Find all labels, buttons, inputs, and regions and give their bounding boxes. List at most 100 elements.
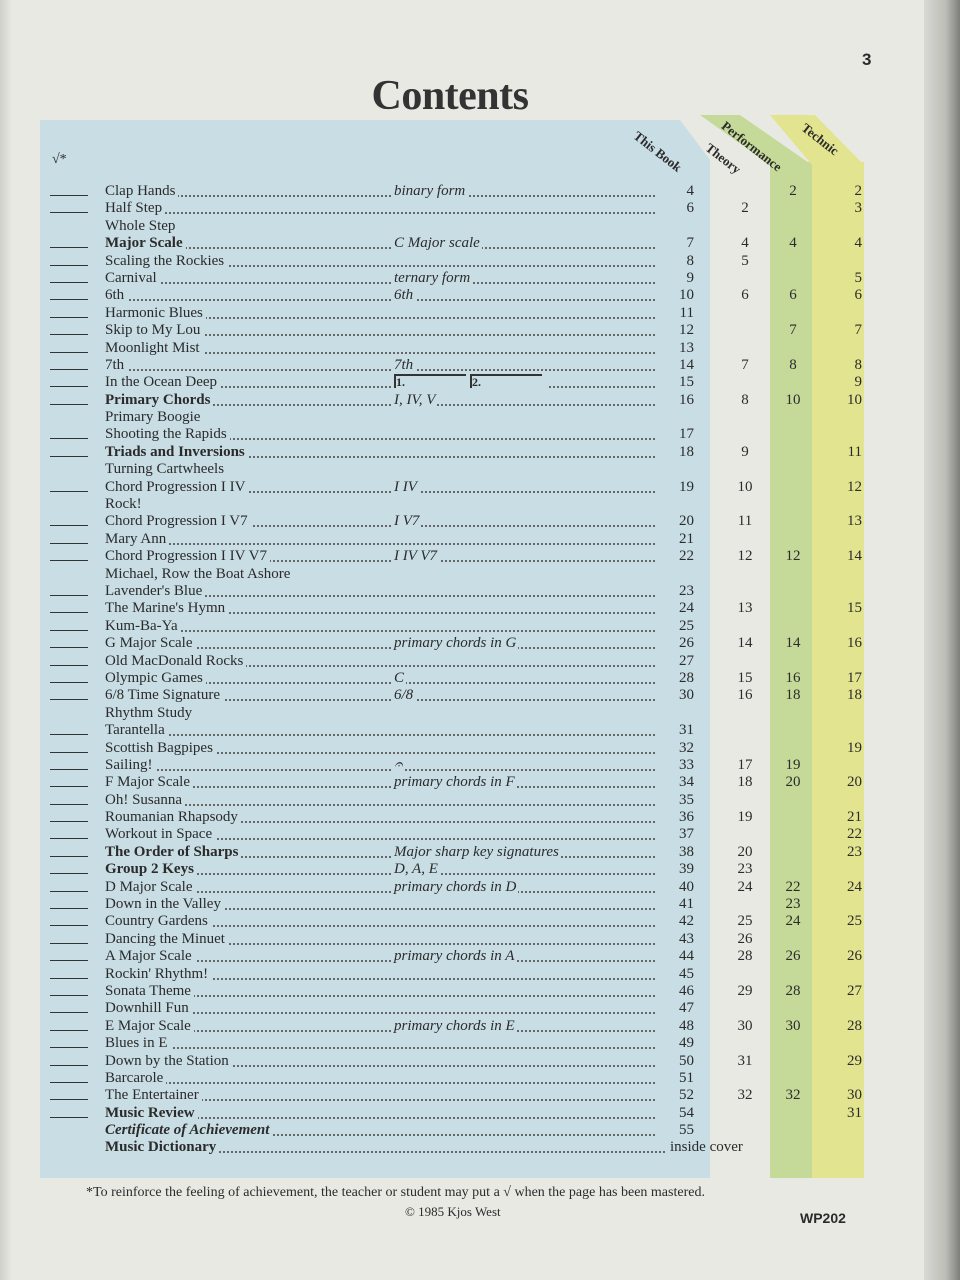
contents-row: Workout in Space 37 22 xyxy=(0,826,960,844)
checkoff-blank[interactable] xyxy=(50,873,88,875)
checkoff-blank[interactable] xyxy=(50,438,88,440)
checkoff-blank[interactable] xyxy=(50,455,88,457)
contents-row: Major Scale C Major scale 7 4 4 4 xyxy=(0,235,960,253)
contents-row: Blues in E 49 xyxy=(0,1035,960,1053)
entry-title: Skip to My Lou xyxy=(105,322,204,340)
checkoff-blank[interactable] xyxy=(50,264,88,266)
checkoff-blank[interactable] xyxy=(50,525,88,527)
dot-leader xyxy=(110,681,655,684)
dot-leader xyxy=(110,803,655,806)
checkoff-blank[interactable] xyxy=(50,560,88,562)
page-technic: 17 xyxy=(847,669,862,686)
dot-leader xyxy=(110,195,655,197)
contents-row: Primary Boogie xyxy=(0,409,960,427)
page-this-book: 35 xyxy=(679,791,694,808)
page-this-book: 42 xyxy=(679,913,694,930)
checkoff-blank[interactable] xyxy=(50,1081,88,1083)
dot-leader xyxy=(110,490,655,493)
checkoff-blank[interactable] xyxy=(50,977,88,979)
checkoff-blank[interactable] xyxy=(50,490,88,492)
entry-title: Scottish Bagpipes xyxy=(105,739,216,757)
page-this-book: 39 xyxy=(679,861,694,878)
checkoff-blank[interactable] xyxy=(50,542,88,544)
checkoff-blank[interactable] xyxy=(50,195,88,196)
checkoff-blank[interactable] xyxy=(50,838,88,840)
checkoff-blank[interactable] xyxy=(50,368,88,370)
contents-row: 6/8 Time Signature 6/8 30 16 18 18 xyxy=(0,687,960,705)
checkoff-blank[interactable] xyxy=(50,351,88,353)
contents-row: D Major Scale primary chords in D 40 24 22 24 xyxy=(0,878,960,897)
checkoff-blank[interactable] xyxy=(50,299,88,301)
checkoff-blank[interactable] xyxy=(50,386,88,388)
checkoff-blank[interactable] xyxy=(50,699,88,701)
checkoff-blank[interactable] xyxy=(50,1099,88,1101)
dot-leader xyxy=(110,212,655,215)
contents-row: 6th 6th 10 6 6 6 xyxy=(0,287,960,305)
checkoff-blank[interactable] xyxy=(50,768,88,770)
checkoff-blank[interactable] xyxy=(50,821,88,823)
checkoff-blank[interactable] xyxy=(50,925,88,927)
entry-topic: primary chords in A xyxy=(392,948,517,966)
checkoff-blank[interactable] xyxy=(50,1012,88,1014)
contents-row: Music Dictionary inside cover xyxy=(0,1139,960,1157)
page-this-book: 11 xyxy=(679,304,694,321)
page-this-book: 38 xyxy=(679,843,694,860)
page-this-book: 6 xyxy=(686,200,695,217)
page-theory: 10 xyxy=(737,478,753,495)
dot-leader xyxy=(110,386,655,389)
checkoff-blank[interactable] xyxy=(50,786,88,788)
checkoff-blank[interactable] xyxy=(50,734,88,736)
page-title: Contents xyxy=(371,73,529,119)
page-performance: 7 xyxy=(789,322,797,339)
page-this-book: 10 xyxy=(679,287,694,304)
entry-title: Music Dictionary xyxy=(105,1139,220,1157)
checkoff-blank[interactable] xyxy=(50,681,88,683)
dot-leader xyxy=(110,542,655,545)
page-this-book: 28 xyxy=(679,669,694,686)
checkoff-blank[interactable] xyxy=(50,612,88,614)
checkoff-blank[interactable] xyxy=(50,647,88,649)
entry-title: 6/8 Time Signature xyxy=(105,687,224,705)
checkoff-blank[interactable] xyxy=(50,247,88,249)
checkoff-blank[interactable] xyxy=(50,890,88,892)
checkoff-blank[interactable] xyxy=(50,751,88,753)
checkoff-blank[interactable] xyxy=(50,960,88,962)
checkoff-blank[interactable] xyxy=(50,1047,88,1049)
entry-title: Sailing! xyxy=(105,756,156,775)
page-technic: 6 xyxy=(854,287,863,304)
entry-title: Primary Boogie xyxy=(105,409,204,427)
page-this-book: 18 xyxy=(679,443,694,460)
page-this-book: 30 xyxy=(679,687,694,704)
entry-title: A Major Scale xyxy=(105,948,195,966)
entry-title: Shooting the Rapids xyxy=(105,426,230,444)
checkoff-blank[interactable] xyxy=(50,994,88,996)
checkoff-blank[interactable] xyxy=(50,403,88,405)
checkoff-blank[interactable] xyxy=(50,594,88,596)
page-technic: 16 xyxy=(847,635,862,652)
checkoff-blank[interactable] xyxy=(50,316,88,318)
dot-leader xyxy=(110,1151,665,1154)
checkoff-blank[interactable] xyxy=(50,1029,88,1031)
checkoff-blank[interactable] xyxy=(50,664,88,666)
checkoff-blank[interactable] xyxy=(50,334,88,336)
checkoff-blank[interactable] xyxy=(50,281,88,283)
checkoff-blank[interactable] xyxy=(50,908,88,910)
checkoff-blank[interactable] xyxy=(50,212,88,214)
page-theory: 19 xyxy=(737,809,753,826)
contents-row: Old MacDonald Rocks 27 xyxy=(0,652,960,670)
checkoff-blank[interactable] xyxy=(50,942,88,944)
checkoff-blank[interactable] xyxy=(50,629,88,631)
checkoff-blank[interactable] xyxy=(50,803,88,805)
entry-title: Primary Chords xyxy=(105,391,214,410)
page-theory: 13 xyxy=(737,600,753,617)
contents-row: Clap Hands binary form 4 2 2 xyxy=(0,183,960,201)
entry-title: Rock! xyxy=(105,496,145,514)
page-performance: 18 xyxy=(785,687,801,704)
contents-row: Oh! Susanna 35 xyxy=(0,791,960,810)
checkoff-blank[interactable] xyxy=(50,1064,88,1066)
entry-title: Michael, Row the Boat Ashore xyxy=(105,565,294,583)
entry-title: Chord Progression I IV V7 xyxy=(105,548,270,566)
checkoff-blank[interactable] xyxy=(50,855,88,857)
entry-title: Certificate of Achievement xyxy=(105,1122,273,1140)
checkoff-blank[interactable] xyxy=(50,1116,88,1118)
